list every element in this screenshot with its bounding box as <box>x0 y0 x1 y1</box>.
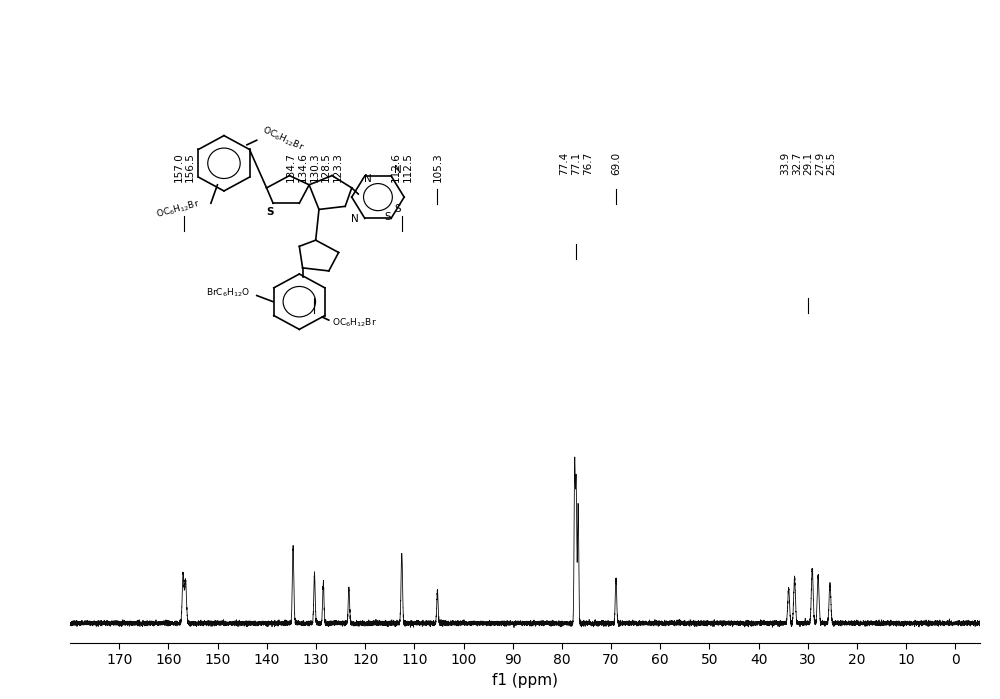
Text: 157.0
156.5: 157.0 156.5 <box>174 152 195 182</box>
Text: 33.9
32.7
29.1
27.9
25.5: 33.9 32.7 29.1 27.9 25.5 <box>780 152 837 175</box>
Text: 69.0: 69.0 <box>611 152 621 175</box>
Text: 105.3: 105.3 <box>432 152 442 182</box>
X-axis label: f1 (ppm): f1 (ppm) <box>492 673 558 688</box>
Text: 112.6
112.5: 112.6 112.5 <box>391 152 413 182</box>
Text: 134.7
134.6
130.3
128.5
123.3: 134.7 134.6 130.3 128.5 123.3 <box>286 152 343 182</box>
Text: 77.4
77.1
76.7: 77.4 77.1 76.7 <box>560 152 593 175</box>
